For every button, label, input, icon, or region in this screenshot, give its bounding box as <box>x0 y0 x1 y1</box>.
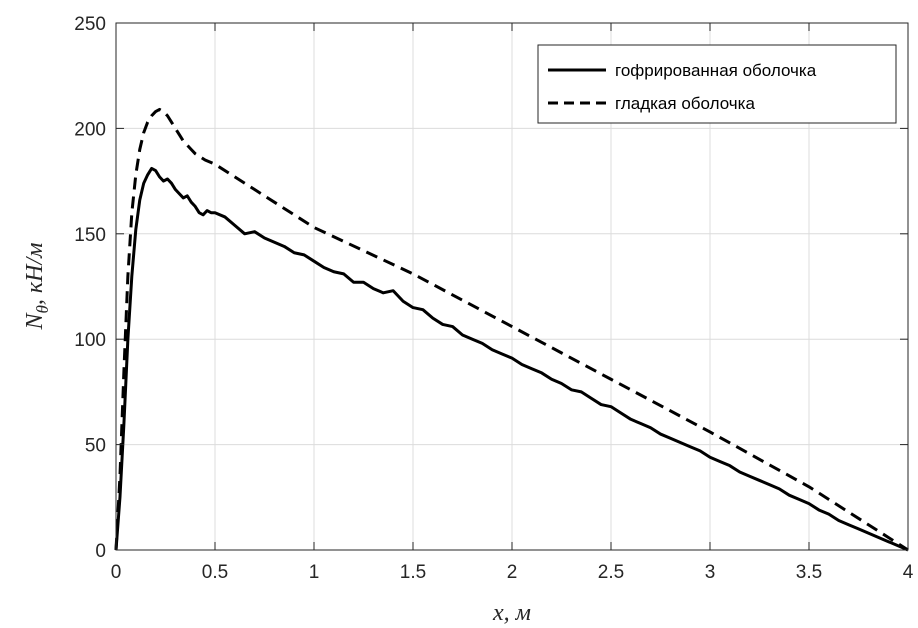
x-axis-label: x, м <box>492 600 531 626</box>
y-tick-labels: 0 50 100 150 200 250 <box>74 14 106 562</box>
y-axis-label: Nθ, кН/м <box>22 243 52 331</box>
x-tick-label: 1.5 <box>400 562 426 583</box>
series-line-smooth <box>114 107 909 552</box>
x-tick-label: 3.5 <box>796 562 822 583</box>
y-tick-label: 150 <box>74 225 106 246</box>
series-line-corrugated <box>114 166 909 552</box>
y-tick-label: 0 <box>95 541 106 562</box>
y-tick-label: 100 <box>74 330 106 351</box>
legend-box <box>537 44 897 124</box>
y-axis-label-rest: , кН/м <box>22 243 48 306</box>
x-tick-label: 0 <box>111 562 122 583</box>
x-tick-label: 0.5 <box>202 562 228 583</box>
legend-label-smooth: гладкая оболочка <box>615 94 755 113</box>
y-axis-label-subscript: θ <box>33 305 52 313</box>
legend: гофрированная оболочка гладкая оболочка <box>537 44 897 124</box>
y-axis-label-main: N <box>22 311 48 330</box>
y-tick-label: 200 <box>74 119 106 140</box>
x-tick-label: 1 <box>309 562 320 583</box>
x-tick-label: 2.5 <box>598 562 624 583</box>
x-tick-labels: 0 0.5 1 1.5 2 2.5 3 3.5 4 <box>111 562 914 583</box>
x-tick-label: 4 <box>903 562 914 583</box>
x-tick-label: 3 <box>705 562 716 583</box>
series-layer <box>114 107 909 552</box>
x-tick-label: 2 <box>507 562 518 583</box>
legend-label-corrugated: гофрированная оболочка <box>615 61 817 80</box>
y-tick-label: 250 <box>74 14 106 35</box>
y-tick-label: 50 <box>85 436 106 457</box>
axis-ticks <box>115 22 909 551</box>
